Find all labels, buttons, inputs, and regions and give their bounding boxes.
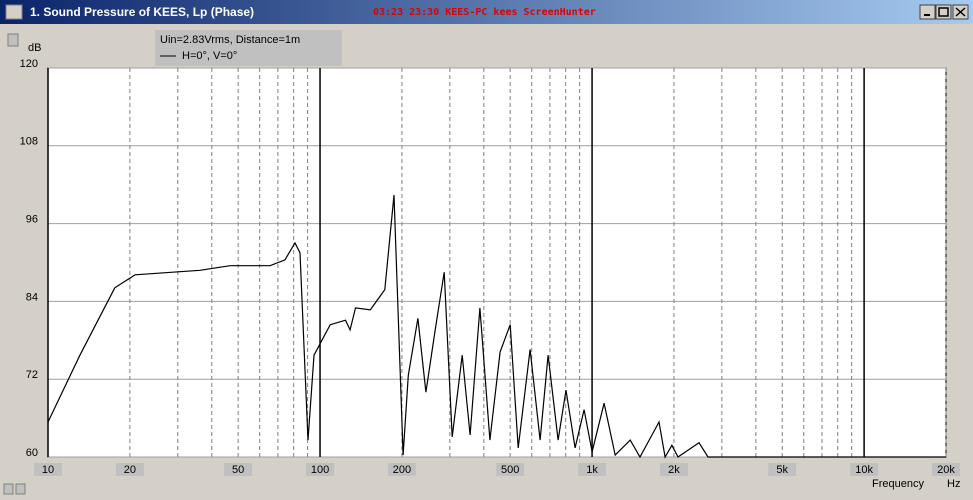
y-unit: dB [28,42,41,54]
x-tick-label: 10k [855,464,873,476]
x-tick-label-bg [115,463,144,476]
x-tick-label-bg [387,463,416,476]
scale-button[interactable] [7,33,19,47]
y-tick-label: 108 [20,136,38,148]
grid [47,67,947,458]
close-glyph [955,7,966,17]
overlay-text: 03:23 23:30 KEES-PC kees ScreenHunter [373,7,596,18]
x-tick-label-bg [224,463,253,476]
x-tick-label-bg [659,463,688,476]
x-axis-title: Frequency [872,478,924,490]
y-tick-label: 120 [20,58,38,70]
legend-entry: H=0°, V=0° [182,50,237,62]
x-tick-label-bg [496,463,525,476]
plot-area [47,67,947,458]
x-tick-label: 5k [776,464,788,476]
x-tick-label: 50 [232,464,244,476]
minimize-button[interactable] [919,4,936,20]
axis-labels: 60 72 84 96 108 120 10 20 50 100 200 500 1k 2k 5k 10k 20… [20,58,960,476]
title-bar [0,0,973,24]
legend-box [155,30,342,66]
x-tick-label: 10 [42,464,54,476]
x-tick-label: 20 [124,464,136,476]
window-title: 1. Sound Pressure of KEES, Lp (Phase) [30,5,254,19]
tool-button[interactable] [3,483,14,495]
curves [47,195,946,459]
y-tick-label: 72 [26,369,38,381]
x-tick-label: 500 [501,464,519,476]
x-tick-label: 200 [393,464,411,476]
y-tick-label: 84 [26,291,38,303]
y-tick-label: 60 [26,447,38,459]
maximize-glyph [938,7,949,17]
x-tick-label-bg [768,463,797,476]
x-tick-label: 100 [311,464,329,476]
window-buttons [919,4,969,20]
x-tick-label: 2k [668,464,680,476]
x-tick-label-bg [34,463,62,476]
x-tick-label-bg [306,463,335,476]
tool-button[interactable] [15,483,26,495]
x-tick-label: 20k [937,464,955,476]
x-tick-label-bg [932,463,960,476]
response-curve [47,195,946,459]
x-tick-label-bg [850,463,879,476]
window-icon [5,4,23,20]
legend-header: Uin=2.83Vrms, Distance=1m [160,34,300,46]
x-unit: Hz [947,478,960,490]
x-tick-label-bg [578,463,607,476]
y-tick-label: 96 [26,214,38,226]
x-tick-label: 1k [586,464,598,476]
